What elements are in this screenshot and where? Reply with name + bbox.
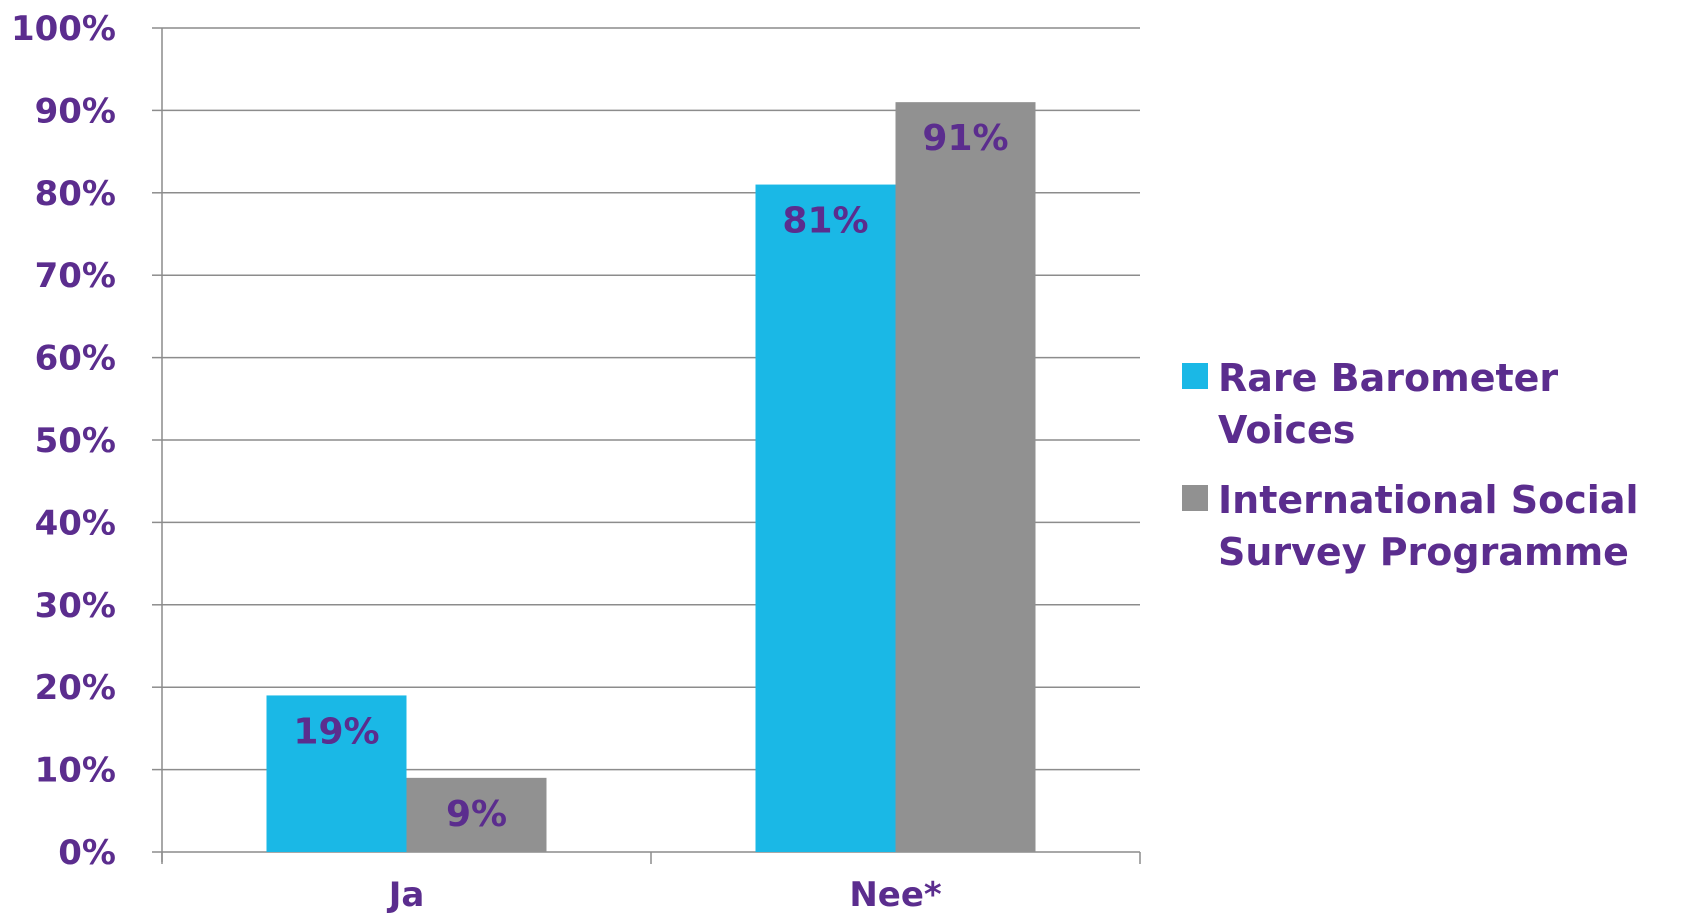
data-label: 81% [782, 201, 868, 242]
y-tick-label: 90% [35, 91, 116, 131]
y-tick-label: 50% [35, 421, 116, 461]
y-tick-label: 30% [35, 586, 116, 626]
x-category-label: Nee* [849, 875, 942, 913]
x-category-label: Ja [387, 875, 425, 913]
y-tick-label: 10% [35, 751, 116, 791]
bar-1-nee [755, 184, 896, 852]
data-label: 19% [293, 711, 379, 752]
bar-2-ja [406, 777, 547, 852]
bar-1-ja [266, 695, 407, 852]
legend: Rare Barometer Voices International Soci… [1182, 352, 1702, 596]
bars [266, 102, 1036, 852]
bar-2-nee [895, 102, 1036, 852]
y-tick-label: 100% [11, 9, 116, 49]
legend-swatch-series-1 [1182, 363, 1208, 389]
y-tick-label: 0% [58, 833, 116, 873]
y-tick-label: 40% [35, 503, 116, 543]
y-tick-label: 60% [35, 339, 116, 379]
y-tick-label: 80% [35, 174, 116, 214]
y-tick-labels: 0% 10% 20% 30% 40% 50% 60% 70% 80% 90% 100% [11, 9, 116, 873]
y-tick-label: 20% [35, 668, 116, 708]
x-category-labels: Ja Nee* [387, 875, 942, 913]
gridlines [162, 27, 1140, 771]
legend-label-series-1: Rare Barometer Voices [1218, 356, 1559, 452]
data-labels: 19% 9% 81% 91% [293, 118, 1008, 835]
legend-item-series-1: Rare Barometer Voices [1182, 352, 1702, 456]
data-label: 9% [446, 794, 507, 835]
legend-swatch-series-2 [1182, 485, 1208, 511]
data-label: 91% [922, 118, 1008, 159]
legend-item-series-2: International Social Survey Programme [1182, 474, 1702, 578]
y-tick-label: 70% [35, 256, 116, 296]
legend-label-series-2: International Social Survey Programme [1218, 478, 1639, 574]
